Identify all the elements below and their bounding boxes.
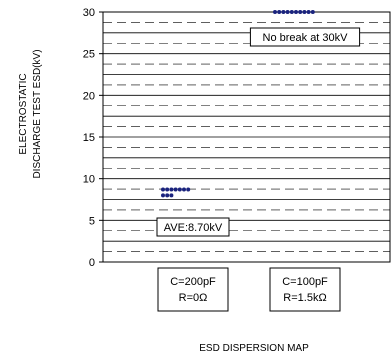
data-point <box>306 10 311 14</box>
y-axis-label-line-2: DISCHARGE TEST ESD(kV) <box>32 49 43 178</box>
data-points <box>161 10 315 198</box>
data-point <box>285 10 290 14</box>
y-tick-label: 5 <box>89 215 95 227</box>
annotation-text: No break at 30kV <box>263 32 349 44</box>
y-tick-label: 0 <box>89 257 95 269</box>
data-point <box>277 10 282 14</box>
data-point <box>177 187 182 192</box>
data-point <box>165 193 170 198</box>
category-label: R=1.5kΩ <box>283 292 326 304</box>
data-point <box>310 10 315 14</box>
data-point <box>298 10 303 14</box>
annotation-text: AVE:8.70kV <box>164 222 223 234</box>
data-point <box>169 187 174 192</box>
y-tick-label: 20 <box>83 90 95 102</box>
category-label-box <box>269 267 341 312</box>
data-point <box>169 193 174 198</box>
y-tick-label: 30 <box>83 7 95 19</box>
annotations: AVE:8.70kV No break at 30kV <box>156 27 361 237</box>
category-label: R=0Ω <box>179 292 208 304</box>
data-point <box>161 187 165 192</box>
category-label: C=100pF <box>282 276 328 288</box>
category-labels: C=200pF R=0Ω C=100pF R=1.5kΩ <box>157 267 341 312</box>
data-point <box>165 187 170 192</box>
data-point <box>273 10 277 14</box>
y-axis-label-line-1: ELECTROSTATIC <box>18 73 29 154</box>
grid-lines <box>103 22 390 252</box>
chart-title: ESD DISPERSION MAP <box>199 343 309 354</box>
y-axis-label: ELECTROSTATIC DISCHARGE TEST ESD(kV) <box>18 49 43 178</box>
y-tick-label: 15 <box>83 132 95 144</box>
data-point <box>186 187 191 192</box>
data-point <box>294 10 298 14</box>
data-point <box>182 187 186 192</box>
y-tick-label: 25 <box>83 49 95 61</box>
y-axis-ticks: 0 5 10 15 20 25 30 <box>83 7 103 269</box>
data-point <box>173 187 178 192</box>
data-point <box>161 193 165 198</box>
data-point <box>302 10 307 14</box>
category-label-box <box>157 267 229 312</box>
annotation-box <box>249 27 361 47</box>
data-point <box>281 10 286 14</box>
data-point <box>289 10 294 14</box>
y-tick-label: 10 <box>83 174 95 186</box>
annotation-box <box>156 217 230 237</box>
category-label: C=200pF <box>170 276 216 288</box>
